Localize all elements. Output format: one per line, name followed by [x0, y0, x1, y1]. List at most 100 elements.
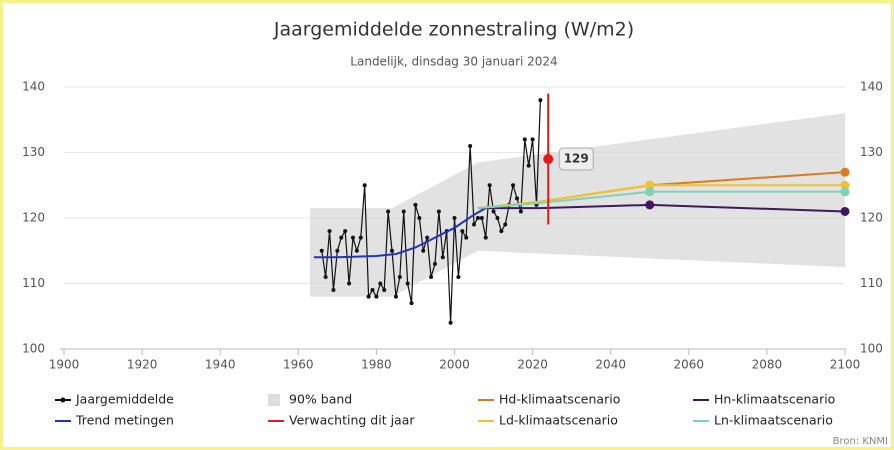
point	[538, 98, 543, 103]
x-tick-label: 1900	[49, 358, 80, 372]
point	[840, 187, 850, 197]
y-tick-label: 120	[22, 211, 45, 225]
point	[319, 248, 324, 253]
point	[366, 294, 371, 299]
legend-label: 90% band	[289, 392, 352, 407]
x-tick-label: 2040	[595, 358, 626, 372]
x-tick-label: 1980	[361, 358, 392, 372]
chart-title: Jaargemiddelde zonnestraling (W/m2)	[273, 19, 634, 41]
point	[440, 255, 445, 260]
point	[362, 183, 367, 188]
point	[386, 209, 391, 214]
point	[421, 248, 426, 253]
y2-tick-label: 140	[860, 80, 883, 94]
line	[313, 207, 487, 259]
y-tick-label: 100	[22, 342, 45, 356]
point	[460, 229, 465, 234]
y2-tick-label: 130	[860, 145, 883, 159]
point	[483, 235, 488, 240]
data-label: 129	[564, 152, 589, 166]
point	[393, 294, 398, 299]
x-tick-label: 2080	[752, 358, 783, 372]
point	[475, 216, 480, 220]
point	[401, 209, 406, 214]
legend-label: Ld-klimaatscenario	[499, 413, 618, 428]
legend-label: Verwachting dit jaar	[289, 413, 415, 428]
legend-label: Hd-klimaatscenario	[499, 392, 620, 407]
source: Bron: KNMI	[833, 436, 888, 447]
y-tick-label: 130	[22, 145, 45, 159]
point	[645, 180, 655, 190]
line	[477, 190, 845, 210]
point	[397, 274, 402, 279]
chart-subtitle: Landelijk, dinsdag 30 januari 2024	[350, 55, 557, 69]
point	[382, 288, 387, 293]
point	[425, 235, 430, 240]
y2-tick-label: 100	[860, 342, 883, 356]
point	[840, 206, 850, 216]
point	[514, 196, 519, 201]
point	[347, 281, 352, 286]
point	[339, 235, 344, 240]
point	[409, 301, 414, 306]
x-tick-label: 2020	[517, 358, 548, 372]
point	[840, 180, 850, 190]
point	[452, 216, 457, 220]
point	[350, 235, 355, 240]
legend-label: Hn-klimaatscenario	[714, 392, 835, 407]
x-tick-label: 2100	[830, 358, 861, 372]
point	[468, 143, 473, 148]
x-tick-label: 1920	[127, 358, 158, 372]
point	[491, 209, 496, 214]
x-tick-label: 1940	[205, 358, 236, 372]
point	[840, 167, 850, 177]
line	[477, 203, 846, 213]
y-tick-label: 110	[22, 276, 45, 290]
x-tick-label: 1960	[283, 358, 314, 372]
point	[413, 202, 418, 207]
y2-tick-label: 110	[860, 276, 883, 290]
point	[464, 235, 469, 240]
legend-label: Trend metingen	[75, 413, 174, 428]
point	[323, 274, 328, 279]
point	[343, 229, 348, 234]
point	[331, 288, 336, 293]
point	[495, 216, 500, 220]
point	[499, 229, 504, 234]
label-box	[558, 147, 594, 171]
point	[456, 274, 461, 279]
point	[358, 235, 363, 240]
x-tick-label: 2000	[439, 358, 470, 372]
point	[417, 216, 422, 220]
point	[354, 248, 359, 253]
point	[335, 248, 340, 253]
y-tick-label: 140	[22, 80, 45, 94]
point	[378, 281, 383, 286]
point	[448, 320, 453, 325]
y2-tick-label: 120	[860, 211, 883, 225]
point	[374, 294, 379, 299]
point	[543, 154, 554, 165]
point	[390, 248, 395, 253]
point	[370, 288, 375, 293]
point	[327, 229, 332, 234]
point	[436, 209, 441, 214]
x-tick-label: 2060	[674, 358, 705, 372]
point	[472, 222, 477, 227]
point	[432, 261, 437, 266]
point	[530, 137, 535, 142]
point	[479, 216, 484, 220]
legend-label: Jaargemiddelde	[75, 392, 174, 407]
point	[526, 163, 531, 168]
legend-label: Ln-klimaatscenario	[714, 413, 833, 428]
point	[645, 187, 655, 197]
point	[405, 281, 410, 286]
legend-marker	[60, 397, 66, 403]
point	[645, 200, 655, 210]
point	[518, 209, 523, 214]
point	[429, 274, 434, 279]
point	[511, 183, 516, 188]
legend-swatch	[268, 394, 280, 406]
